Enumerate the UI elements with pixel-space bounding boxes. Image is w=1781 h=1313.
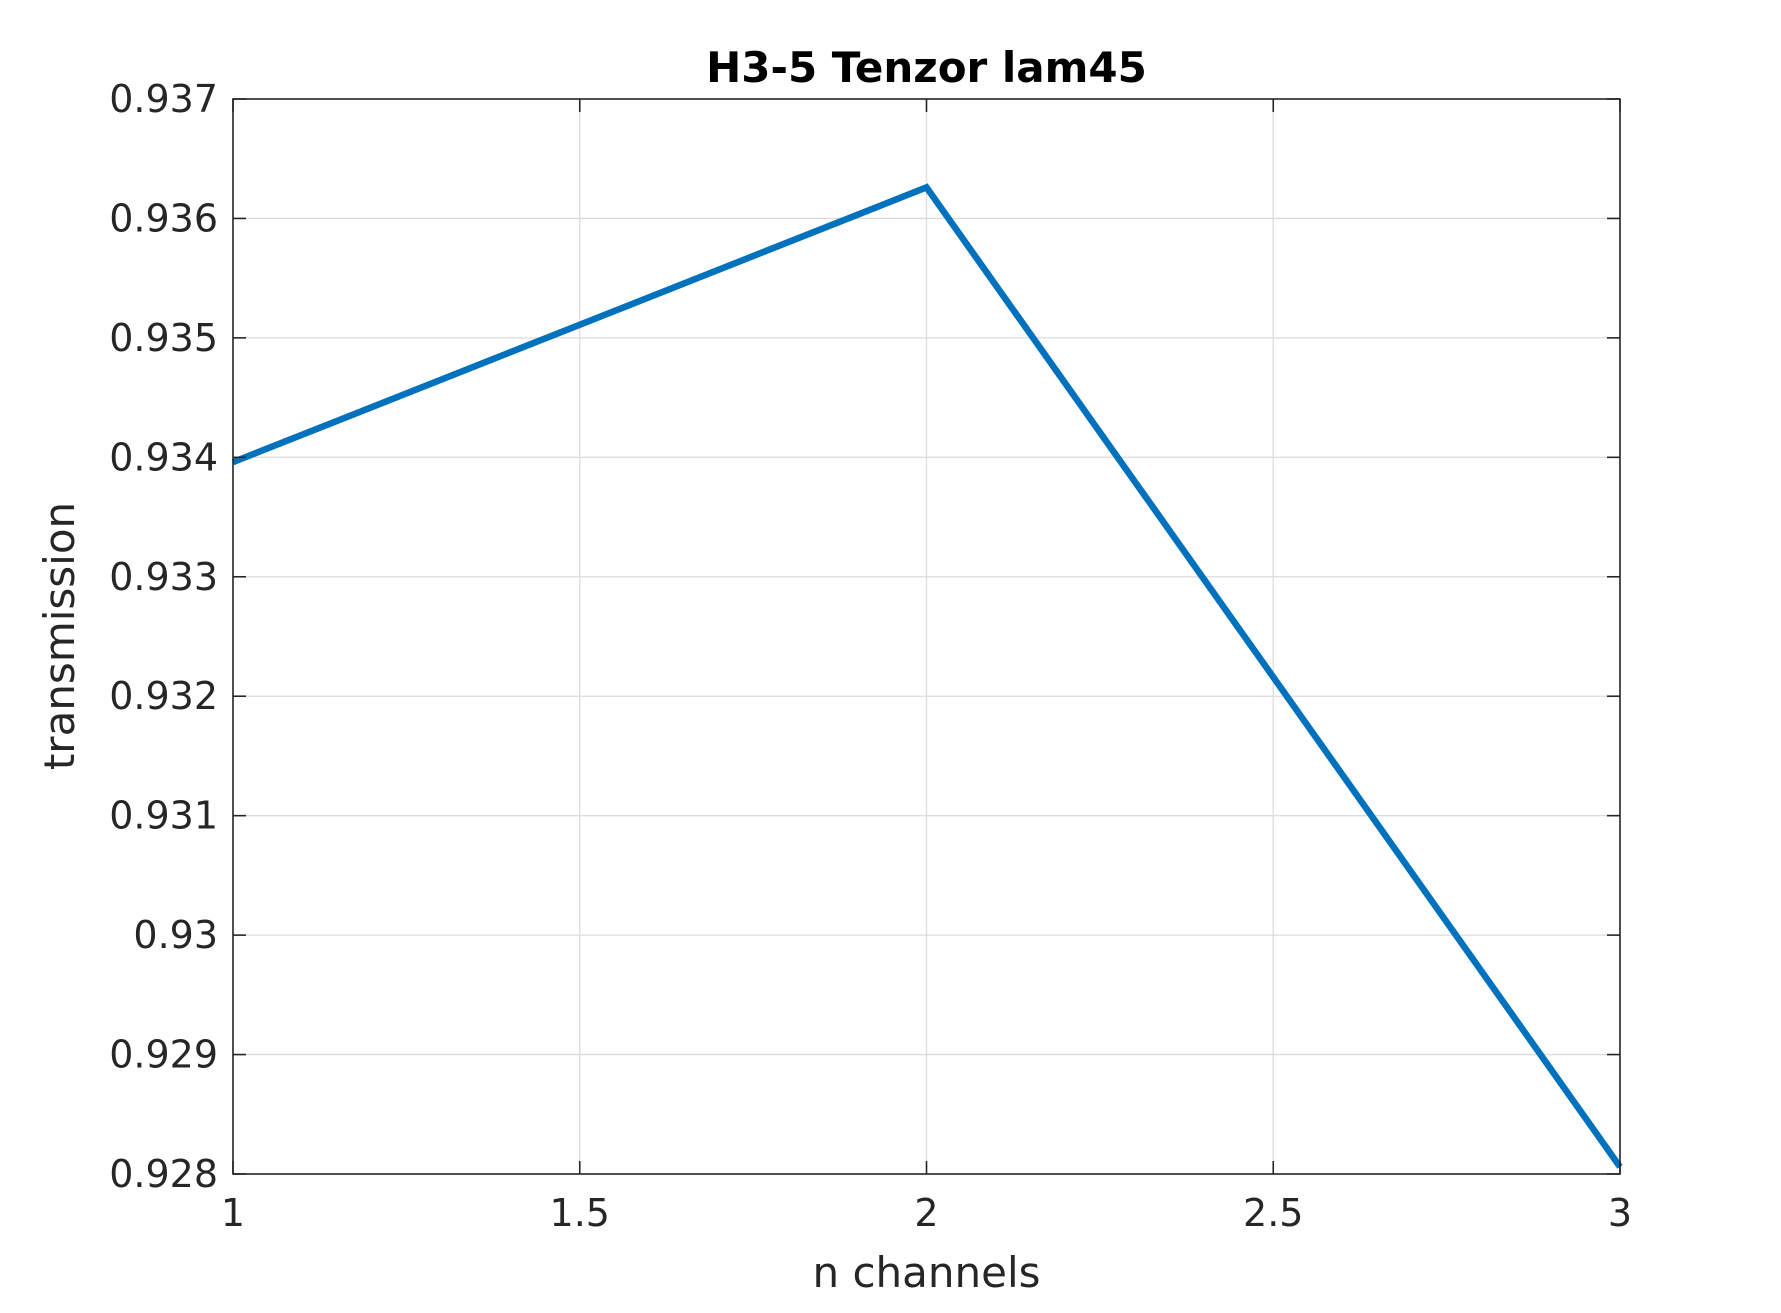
y-tick-label: 0.929 (109, 1033, 218, 1077)
x-tick-labels: 1 1.5 2 2.5 3 (221, 1191, 1632, 1235)
x-tick-label: 2.5 (1243, 1191, 1303, 1235)
x-tick-label: 1 (221, 1191, 245, 1235)
y-tick-label: 0.935 (109, 316, 218, 360)
y-tick-label: 0.931 (109, 794, 218, 838)
chart-title: H3-5 Tenzor lam45 (706, 43, 1147, 92)
series-layer (231, 183, 1623, 1169)
y-tick-label: 0.934 (109, 435, 218, 479)
x-tick-label: 1.5 (550, 1191, 610, 1235)
y-tick-label: 0.93 (133, 913, 218, 957)
x-axis-label: n channels (812, 1248, 1040, 1297)
y-axis-label: transmission (35, 502, 84, 770)
ticks (232, 98, 1621, 1175)
y-tick-label: 0.936 (109, 196, 218, 240)
x-tick-label: 3 (1608, 1191, 1632, 1235)
y-tick-label: 0.933 (109, 555, 218, 599)
x-tick-label: 2 (914, 1191, 938, 1235)
y-tick-label: 0.928 (109, 1152, 218, 1196)
series-line (231, 183, 1623, 1169)
y-tick-label: 0.932 (109, 674, 218, 718)
y-tick-label: 0.937 (109, 77, 218, 121)
y-tick-labels: 0.928 0.929 0.93 0.931 0.932 0.933 0.934 0.935 0… (109, 77, 218, 1196)
